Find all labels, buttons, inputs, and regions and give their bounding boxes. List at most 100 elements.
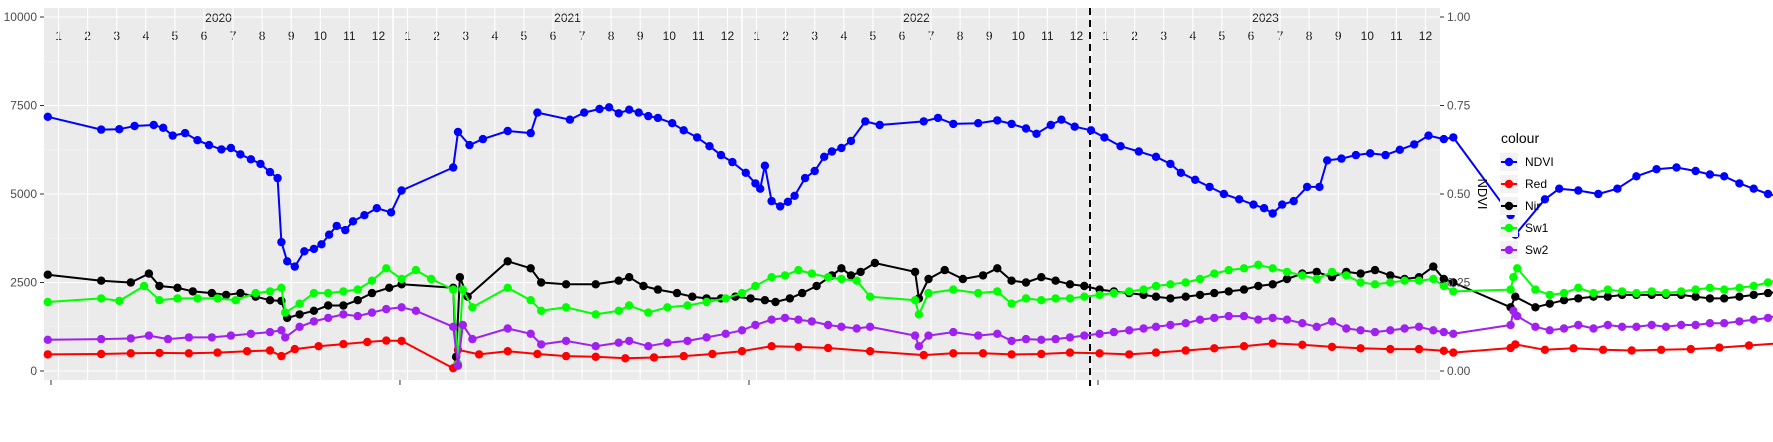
series-nir bbox=[43, 257, 1773, 361]
data-point bbox=[1632, 322, 1641, 331]
data-point bbox=[184, 333, 194, 342]
data-point bbox=[614, 276, 623, 285]
data-point bbox=[1449, 348, 1458, 357]
data-point bbox=[1080, 292, 1089, 301]
data-point bbox=[760, 161, 770, 170]
data-point bbox=[1506, 285, 1515, 294]
series-line bbox=[47, 106, 1773, 268]
data-point bbox=[1545, 326, 1554, 335]
data-point bbox=[1176, 168, 1186, 177]
data-point bbox=[993, 264, 1002, 273]
data-point bbox=[1312, 274, 1321, 284]
data-point bbox=[277, 237, 286, 247]
data-point bbox=[1109, 327, 1119, 337]
data-point bbox=[865, 292, 875, 301]
data-point bbox=[207, 333, 216, 342]
data-point bbox=[614, 338, 623, 347]
data-point bbox=[1282, 315, 1292, 324]
data-point bbox=[737, 347, 747, 356]
data-point bbox=[324, 313, 333, 323]
data-point bbox=[949, 119, 958, 129]
y2-tick-label: 0.00 bbox=[1447, 364, 1471, 378]
data-point bbox=[251, 288, 260, 298]
data-point bbox=[226, 331, 236, 340]
data-point bbox=[1735, 283, 1744, 292]
data-point bbox=[756, 184, 765, 193]
data-point bbox=[314, 342, 323, 351]
data-point bbox=[265, 346, 275, 355]
data-point bbox=[993, 287, 1002, 296]
data-point bbox=[919, 350, 928, 360]
data-point bbox=[324, 301, 333, 310]
data-point bbox=[385, 283, 394, 292]
data-point bbox=[771, 297, 780, 307]
data-point bbox=[1125, 287, 1134, 296]
data-point bbox=[213, 294, 222, 303]
data-point bbox=[1691, 285, 1700, 294]
data-point bbox=[974, 288, 983, 298]
year-label: 2022 bbox=[903, 11, 930, 25]
data-point bbox=[382, 336, 391, 345]
data-point bbox=[97, 334, 106, 344]
data-point bbox=[914, 310, 924, 319]
data-point bbox=[1763, 288, 1773, 298]
year-label: 2020 bbox=[205, 11, 232, 25]
data-point bbox=[339, 310, 348, 319]
data-point bbox=[1647, 320, 1656, 330]
data-point bbox=[1414, 344, 1424, 354]
data-point bbox=[794, 342, 803, 352]
data-point bbox=[207, 288, 216, 298]
data-point bbox=[924, 288, 933, 298]
data-point bbox=[604, 103, 614, 112]
data-point bbox=[1037, 335, 1046, 344]
data-point bbox=[1239, 311, 1249, 321]
data-point bbox=[1268, 339, 1277, 348]
data-point bbox=[1298, 319, 1307, 328]
data-point bbox=[1603, 320, 1613, 330]
data-point bbox=[692, 133, 702, 142]
series-red bbox=[43, 336, 1773, 373]
data-point bbox=[780, 271, 790, 280]
data-point bbox=[1559, 296, 1569, 305]
data-point bbox=[653, 113, 663, 123]
data-point bbox=[1224, 287, 1233, 296]
legend-key-point bbox=[1504, 201, 1514, 211]
data-point bbox=[1065, 348, 1075, 357]
data-point bbox=[533, 349, 542, 359]
data-point bbox=[910, 331, 920, 340]
data-point bbox=[324, 288, 333, 298]
data-point bbox=[1181, 292, 1190, 301]
legend-key-point bbox=[1504, 157, 1514, 167]
data-point bbox=[1254, 260, 1263, 269]
data-point bbox=[837, 143, 846, 153]
data-point bbox=[1545, 299, 1554, 308]
data-point bbox=[1449, 133, 1458, 142]
data-point bbox=[265, 327, 275, 337]
y-tick-label: 10000 bbox=[4, 10, 38, 24]
data-point bbox=[1531, 303, 1540, 312]
data-point bbox=[309, 306, 319, 315]
data-point bbox=[503, 257, 512, 266]
data-point bbox=[1065, 280, 1075, 289]
data-point bbox=[339, 287, 348, 296]
data-point bbox=[353, 285, 362, 294]
data-point bbox=[115, 125, 124, 134]
data-point bbox=[1070, 122, 1079, 131]
data-point bbox=[367, 288, 377, 298]
data-point bbox=[367, 308, 377, 317]
y-tick-label: 0 bbox=[30, 364, 37, 378]
data-point bbox=[708, 349, 717, 359]
data-point bbox=[1439, 346, 1449, 355]
data-point bbox=[242, 347, 252, 356]
data-point bbox=[974, 331, 983, 340]
y2-tick-label: 0.25 bbox=[1447, 276, 1471, 290]
data-point bbox=[1327, 317, 1337, 326]
legend-label: Sw2 bbox=[1525, 243, 1549, 257]
data-point bbox=[1677, 320, 1686, 330]
data-point bbox=[634, 108, 643, 117]
data-point bbox=[1720, 294, 1729, 303]
data-point bbox=[852, 276, 861, 285]
data-point bbox=[958, 274, 968, 284]
data-point bbox=[644, 111, 653, 121]
data-point bbox=[1268, 264, 1277, 273]
